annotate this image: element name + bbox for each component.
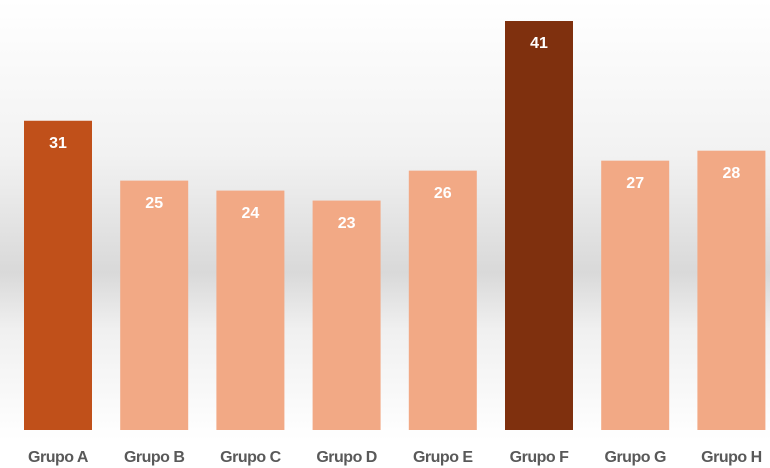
x-tick-label: Grupo E xyxy=(413,449,473,466)
value-label: 24 xyxy=(242,205,260,222)
bar xyxy=(505,21,573,430)
value-label: 26 xyxy=(434,185,452,202)
bar xyxy=(408,170,477,430)
value-label: 25 xyxy=(145,195,163,212)
x-tick-label: Grupo C xyxy=(220,449,281,466)
bar xyxy=(216,190,285,430)
bar xyxy=(697,150,766,430)
value-label: 31 xyxy=(49,135,67,152)
x-tick-label: Grupo G xyxy=(605,449,666,466)
value-label: 28 xyxy=(723,165,741,182)
value-label: 41 xyxy=(530,35,548,52)
x-tick-label: Grupo D xyxy=(316,449,377,466)
bar xyxy=(24,120,92,430)
bar xyxy=(312,200,381,430)
bar xyxy=(601,160,670,430)
x-tick-label: Grupo B xyxy=(124,449,185,466)
x-tick-label: Grupo A xyxy=(28,449,89,466)
value-label: 27 xyxy=(626,175,644,192)
x-tick-label: Grupo F xyxy=(510,449,569,466)
x-tick-label: Grupo H xyxy=(701,449,762,466)
bar xyxy=(120,180,189,430)
value-label: 23 xyxy=(338,215,356,232)
